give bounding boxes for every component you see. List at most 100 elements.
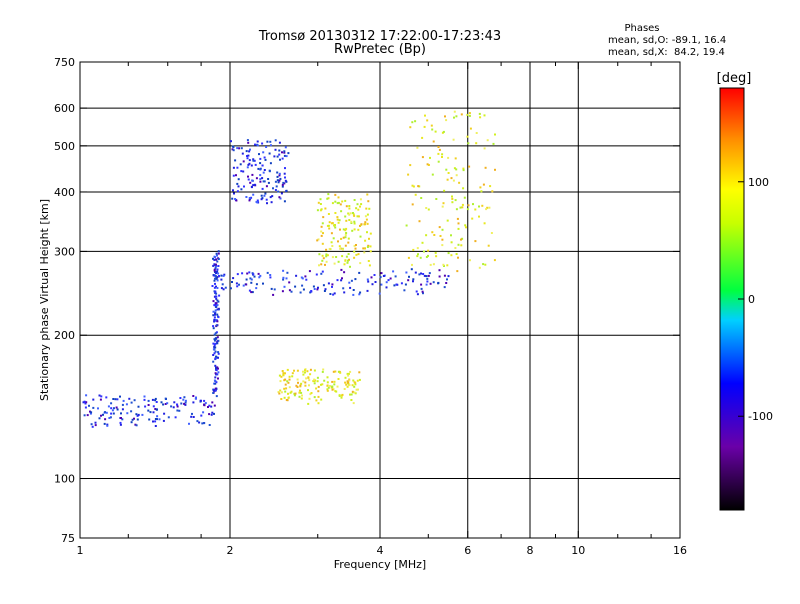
data-point [347,259,349,262]
data-point [347,241,350,244]
data-point [215,258,218,261]
data-point [236,147,239,150]
data-point [104,411,106,414]
phases-legend-o: mean, sd,O: -89.1, 16.4 [608,35,726,46]
data-point [243,185,245,188]
data-point [451,197,454,200]
data-point [338,245,341,248]
data-point [278,141,281,144]
data-point [345,227,348,230]
data-point [469,127,472,130]
data-point [236,166,239,169]
data-point [450,254,453,257]
data-point [130,421,133,424]
data-point [288,378,291,381]
data-point [215,276,218,279]
data-point [344,199,347,202]
data-point [309,368,312,371]
data-point [299,291,302,294]
data-point [285,189,288,192]
data-point [267,178,270,180]
data-point [427,164,430,166]
data-point [215,355,218,358]
data-point [315,387,318,390]
data-point [259,167,262,170]
data-point [183,402,186,405]
data-point [248,271,251,274]
data-point [347,374,350,377]
data-point [416,247,419,250]
data-point [214,277,216,280]
data-point [330,222,333,225]
y-tick-label: 75 [61,532,75,545]
data-point [263,156,266,159]
data-point [334,193,337,196]
data-point [216,260,219,263]
data-point [358,293,361,296]
data-point [263,169,266,171]
data-point [106,423,109,426]
colorbar-tick-label: 0 [748,293,755,306]
data-point [357,208,360,211]
data-point [487,244,490,247]
data-point [254,163,257,166]
data-point [349,265,351,268]
data-point [215,252,218,255]
data-point [344,259,347,262]
data-point [288,281,291,284]
data-point [425,207,428,209]
data-point [236,182,239,185]
data-point [354,392,357,395]
data-point [337,378,340,380]
data-point [368,207,371,210]
data-point [277,391,280,393]
data-point [266,140,269,143]
data-point [359,224,361,227]
data-point [85,394,88,397]
data-point [164,397,167,400]
data-point [322,257,325,260]
data-point [237,178,240,181]
data-point [299,389,301,392]
data-point [265,185,268,188]
data-point [466,135,469,138]
data-point [366,213,369,216]
data-point [474,208,477,211]
data-point [472,203,474,206]
data-point [319,203,322,205]
data-point [203,403,206,406]
data-point [250,291,253,294]
data-point [212,327,215,330]
data-point [223,273,226,276]
data-point [284,146,287,149]
data-point [231,148,234,151]
data-point [215,331,218,334]
data-point [100,395,103,398]
data-point [321,270,324,273]
data-point [340,237,343,240]
x-tick-label: 10 [571,544,585,557]
data-point [337,260,340,263]
data-point [438,275,441,278]
data-point [437,152,440,155]
data-point [309,291,312,294]
data-point [358,371,361,374]
data-point [287,396,290,399]
data-point [316,376,319,379]
data-point [251,179,254,182]
data-point [366,231,368,234]
data-point [451,201,454,204]
data-point [276,179,279,182]
data-point [220,274,223,277]
data-point [316,288,319,291]
data-point [329,385,331,387]
data-point [217,265,220,267]
data-point [321,383,324,386]
data-point [431,128,434,131]
data-point [320,263,323,266]
data-point [417,253,419,256]
data-point [337,240,339,243]
data-point [213,352,216,355]
data-point [236,190,239,193]
data-point [353,244,356,247]
